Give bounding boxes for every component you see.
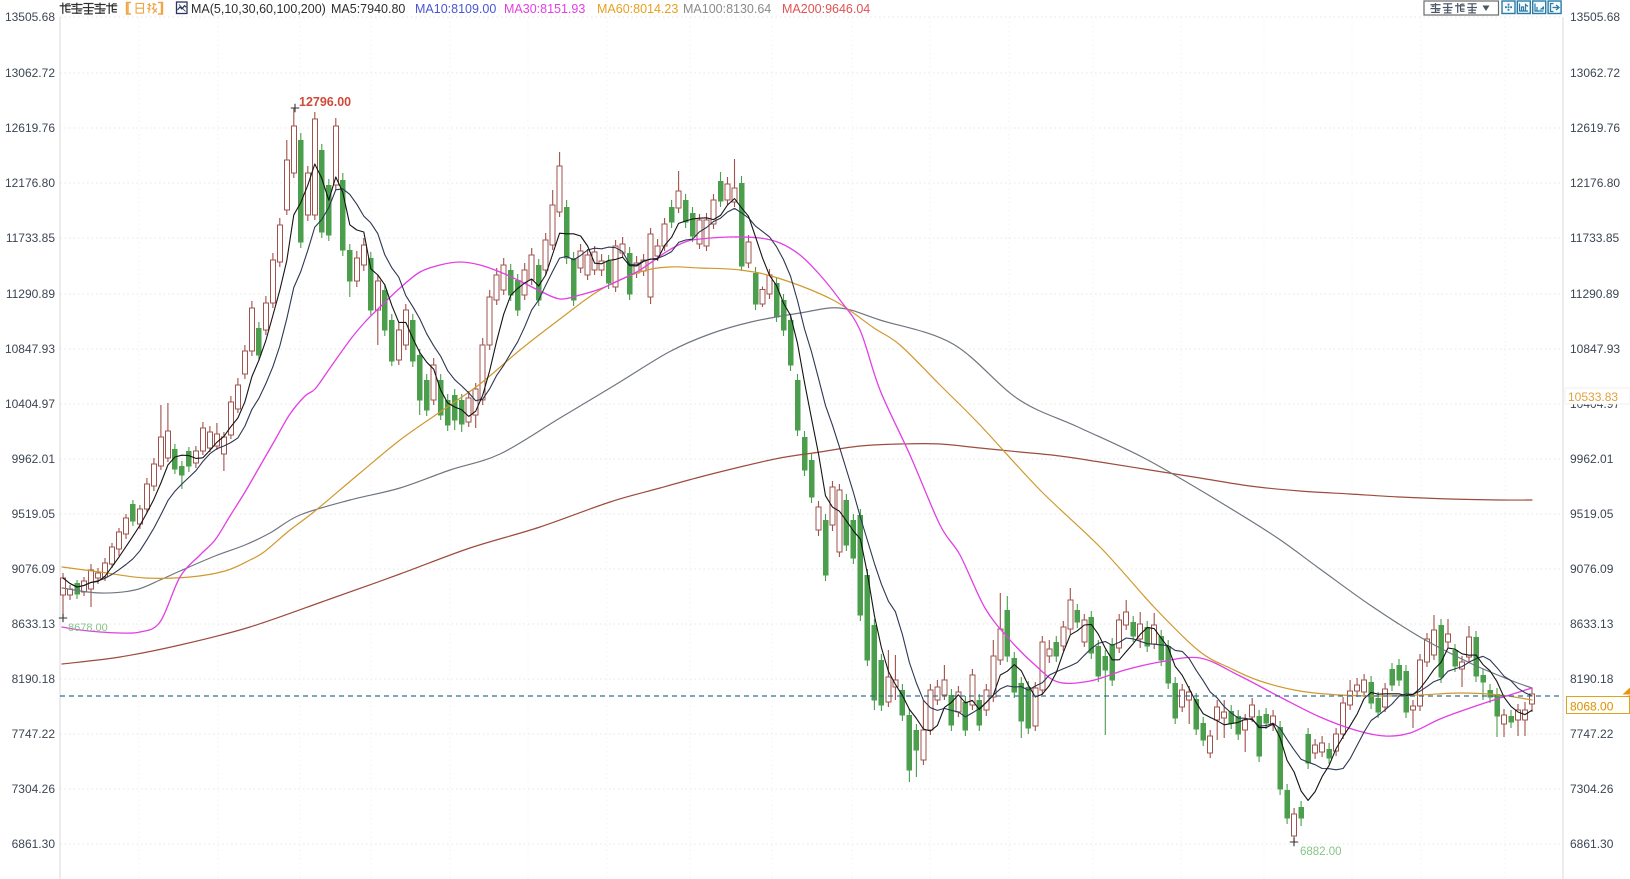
svg-text:12176.80: 12176.80 — [5, 176, 55, 190]
svg-text:8678.00: 8678.00 — [68, 622, 108, 634]
svg-text:7304.26: 7304.26 — [1570, 782, 1614, 796]
svg-text:9519.05: 9519.05 — [12, 507, 56, 521]
svg-text:11290.89: 11290.89 — [1570, 287, 1619, 301]
svg-text:12176.80: 12176.80 — [1570, 176, 1620, 190]
svg-text:MA200:9646.04: MA200:9646.04 — [782, 2, 870, 16]
svg-text:9519.05: 9519.05 — [1570, 507, 1614, 521]
svg-text:7304.26: 7304.26 — [12, 782, 56, 796]
svg-text:MA(5,10,30,60,100,200): MA(5,10,30,60,100,200) — [191, 2, 326, 16]
svg-text:9076.09: 9076.09 — [1570, 562, 1614, 576]
svg-text:6882.00: 6882.00 — [1300, 846, 1342, 858]
svg-text:MA30:8151.93: MA30:8151.93 — [504, 2, 585, 16]
svg-text:12796.00: 12796.00 — [299, 95, 351, 109]
svg-text:10404.97: 10404.97 — [5, 397, 55, 411]
svg-text:MA60:8014.23: MA60:8014.23 — [597, 2, 678, 16]
svg-text:11733.85: 11733.85 — [1570, 231, 1619, 245]
svg-text:8190.18: 8190.18 — [1570, 672, 1614, 686]
svg-text:12619.76: 12619.76 — [5, 121, 55, 135]
svg-text:12619.76: 12619.76 — [1570, 121, 1620, 135]
svg-text:7747.22: 7747.22 — [1570, 727, 1614, 741]
svg-text:MA10:8109.00: MA10:8109.00 — [415, 2, 496, 16]
svg-text:7747.22: 7747.22 — [12, 727, 56, 741]
svg-text:MA100:8130.64: MA100:8130.64 — [683, 2, 771, 16]
svg-text:8068.00: 8068.00 — [1570, 700, 1614, 714]
svg-text:9962.01: 9962.01 — [12, 452, 56, 466]
svg-text:8190.18: 8190.18 — [12, 672, 56, 686]
svg-text:10847.93: 10847.93 — [1570, 342, 1620, 356]
svg-text:6861.30: 6861.30 — [12, 837, 56, 851]
svg-text:8633.13: 8633.13 — [12, 617, 56, 631]
svg-text:11733.85: 11733.85 — [6, 231, 55, 245]
svg-text:6861.30: 6861.30 — [1570, 837, 1614, 851]
svg-text:10533.83: 10533.83 — [1568, 390, 1618, 404]
svg-text:9076.09: 9076.09 — [12, 562, 56, 576]
svg-text:MA5:7940.80: MA5:7940.80 — [331, 2, 405, 16]
svg-text:13505.68: 13505.68 — [5, 10, 55, 24]
svg-text:8633.13: 8633.13 — [1570, 617, 1614, 631]
svg-text:11290.89: 11290.89 — [6, 287, 55, 301]
svg-text:9962.01: 9962.01 — [1570, 452, 1614, 466]
svg-text:13062.72: 13062.72 — [1570, 66, 1620, 80]
svg-text:13505.68: 13505.68 — [1570, 10, 1620, 24]
svg-text:13062.72: 13062.72 — [5, 66, 55, 80]
svg-text:10847.93: 10847.93 — [5, 342, 55, 356]
